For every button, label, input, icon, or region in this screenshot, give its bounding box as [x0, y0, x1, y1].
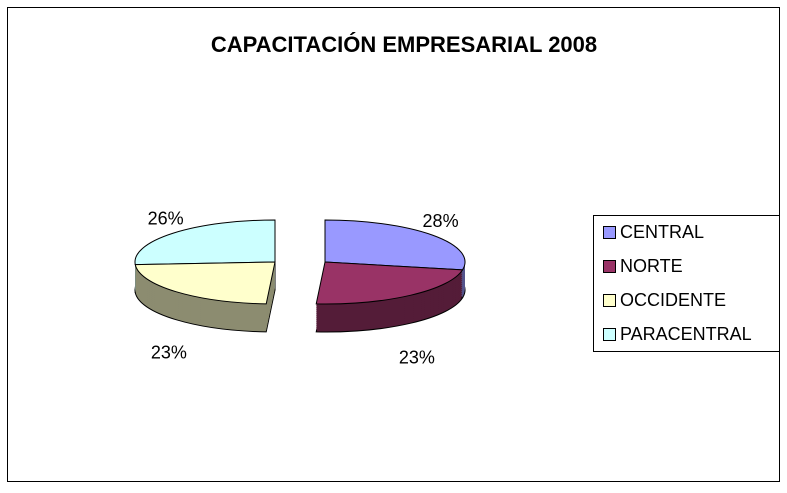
legend-label: OCCIDENTE: [620, 290, 726, 310]
legend-label: PARACENTRAL: [620, 324, 752, 344]
slice-top: [134, 219, 276, 266]
slice-top: [134, 261, 276, 305]
data-label: 28%: [423, 211, 459, 231]
legend-label: CENTRAL: [620, 222, 704, 242]
legend-box: [593, 215, 780, 352]
legend-swatch: [603, 294, 616, 307]
legend-swatch: [603, 328, 616, 341]
slice: [315, 261, 464, 333]
data-label: 26%: [148, 208, 184, 228]
data-label: 23%: [399, 348, 435, 368]
chart-title: CAPACITACIÓN EMPRESARIAL 2008: [211, 32, 597, 57]
legend-label: NORTE: [620, 256, 683, 276]
slice-top: [315, 261, 464, 305]
legend-swatch: [603, 226, 616, 239]
slice-top: [324, 219, 466, 271]
data-label: 23%: [151, 343, 187, 363]
legend-swatch: [603, 260, 616, 273]
slice: [134, 261, 276, 333]
